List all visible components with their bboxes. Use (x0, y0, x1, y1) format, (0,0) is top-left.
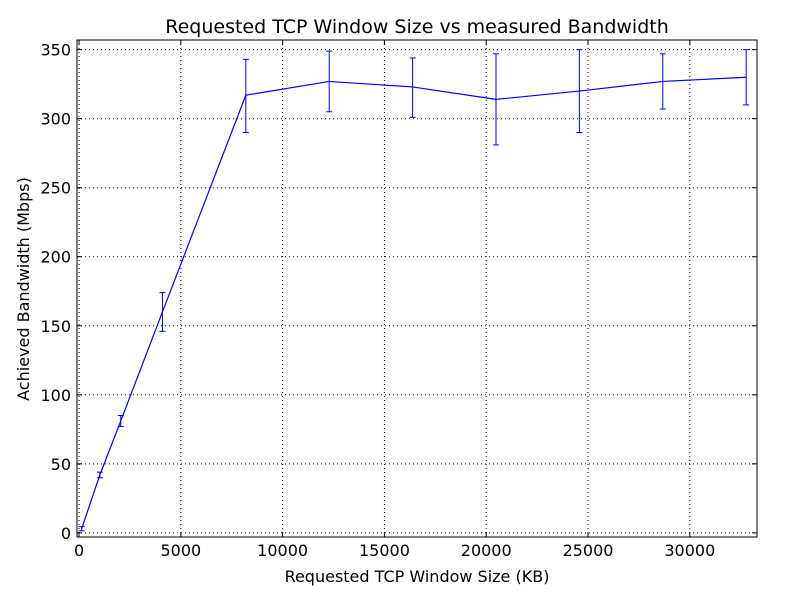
y-tick-label: 300 (40, 110, 71, 129)
y-tick-label: 50 (51, 455, 71, 474)
data-layer (78, 49, 750, 532)
plot-frame (76, 39, 758, 538)
x-axis-label: Requested TCP Window Size (KB) (285, 567, 550, 586)
error-bar (409, 57, 416, 118)
y-tick-label: 250 (40, 179, 71, 198)
y-tick-label: 350 (40, 41, 71, 60)
x-tick-label: 0 (74, 541, 84, 560)
grid-layer (77, 40, 757, 537)
x-tick-label: 30000 (664, 541, 715, 560)
x-tick-label: 15000 (359, 541, 410, 560)
y-axis-label: Achieved Bandwidth (Mbps) (14, 177, 33, 401)
tick-layer: 0 5000 10000 15000 20000 25000 30000 0 50 100 150 2… (40, 40, 757, 560)
chart-title: Requested TCP Window Size vs measured Ba… (165, 16, 669, 38)
error-bar (242, 58, 249, 133)
x-tick-label: 25000 (563, 541, 614, 560)
x-tick-label: 5000 (160, 541, 201, 560)
y-tick-label: 200 (40, 248, 71, 267)
y-tick-label: 0 (61, 524, 71, 543)
x-tick-label: 20000 (461, 541, 512, 560)
y-tick-label: 100 (40, 386, 71, 405)
x-tick-label: 10000 (257, 541, 308, 560)
y-tick-label: 150 (40, 317, 71, 336)
